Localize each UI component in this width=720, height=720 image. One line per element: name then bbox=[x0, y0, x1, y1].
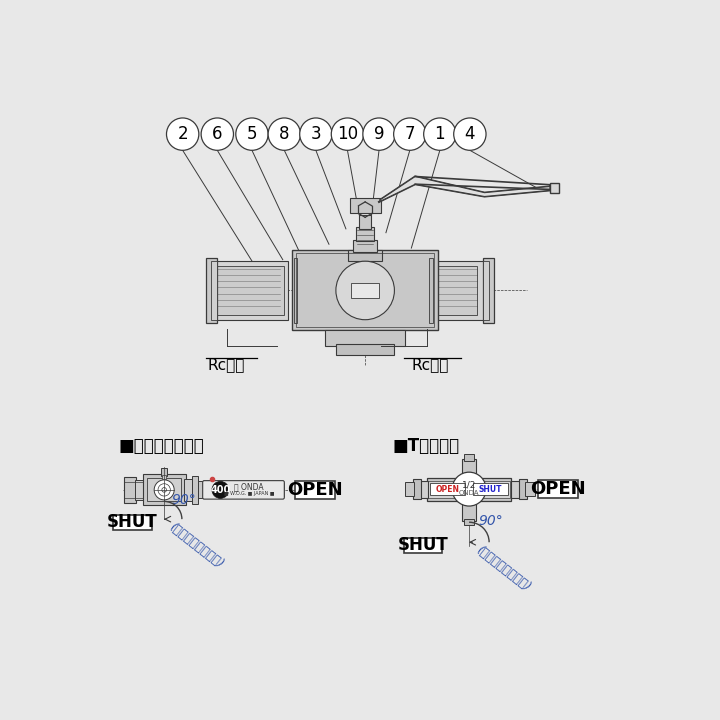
Text: Rcねじ: Rcねじ bbox=[208, 356, 246, 372]
Text: ONDA: ONDA bbox=[459, 490, 480, 496]
Text: SHUT: SHUT bbox=[107, 513, 158, 531]
Text: 7: 7 bbox=[405, 125, 415, 143]
Text: 2: 2 bbox=[177, 125, 188, 143]
Bar bbox=[408, 261, 485, 320]
Bar bbox=[483, 258, 494, 323]
Bar bbox=[211, 261, 217, 320]
Bar bbox=[295, 481, 335, 499]
Text: (ハンドル開閉角度): (ハンドル開閉角度) bbox=[167, 521, 226, 571]
Bar bbox=[350, 198, 381, 213]
Bar bbox=[215, 266, 284, 315]
Circle shape bbox=[154, 480, 174, 500]
Bar bbox=[473, 483, 508, 495]
Circle shape bbox=[300, 118, 332, 150]
Bar bbox=[161, 468, 167, 476]
Bar bbox=[408, 266, 477, 315]
Bar bbox=[148, 478, 181, 501]
Bar bbox=[429, 258, 433, 323]
Circle shape bbox=[363, 118, 395, 150]
Bar bbox=[511, 481, 521, 498]
Bar bbox=[184, 479, 192, 500]
Bar bbox=[405, 482, 415, 496]
Text: 8: 8 bbox=[279, 125, 289, 143]
Circle shape bbox=[166, 118, 199, 150]
Bar bbox=[430, 483, 465, 495]
Bar bbox=[356, 228, 374, 241]
Text: 1/2: 1/2 bbox=[462, 481, 477, 490]
Bar bbox=[206, 258, 217, 323]
Text: Ⓢ ONDA: Ⓢ ONDA bbox=[234, 482, 264, 491]
Bar bbox=[404, 538, 442, 553]
Bar bbox=[296, 253, 434, 328]
Bar bbox=[519, 479, 527, 499]
Text: 400: 400 bbox=[210, 485, 230, 495]
Circle shape bbox=[331, 118, 364, 150]
Text: 1: 1 bbox=[435, 125, 445, 143]
Bar bbox=[348, 251, 382, 261]
Bar bbox=[135, 480, 143, 500]
Text: SHUT: SHUT bbox=[479, 485, 503, 494]
Bar bbox=[428, 481, 510, 498]
Text: SHUT: SHUT bbox=[397, 536, 449, 554]
Circle shape bbox=[235, 118, 268, 150]
Bar bbox=[462, 459, 476, 479]
Bar bbox=[550, 184, 559, 193]
Bar bbox=[419, 481, 428, 498]
Polygon shape bbox=[379, 176, 550, 202]
Text: Rcねじ: Rcねじ bbox=[412, 356, 449, 372]
Bar bbox=[192, 476, 198, 504]
Text: OPEN: OPEN bbox=[287, 481, 343, 499]
Circle shape bbox=[423, 118, 456, 150]
Bar bbox=[464, 454, 474, 461]
FancyBboxPatch shape bbox=[203, 481, 284, 499]
Text: 90°: 90° bbox=[172, 492, 197, 507]
Circle shape bbox=[452, 472, 486, 506]
Polygon shape bbox=[204, 482, 284, 498]
Text: 90°: 90° bbox=[478, 514, 503, 528]
Bar bbox=[336, 344, 395, 355]
Bar bbox=[464, 519, 474, 526]
Text: (ハンドル開閉角度): (ハンドル開閉角度) bbox=[474, 544, 533, 594]
Bar bbox=[351, 283, 379, 298]
Text: 6: 6 bbox=[212, 125, 222, 143]
Bar bbox=[353, 240, 377, 252]
Text: ■ W.O.G. ■ JAPAN ■: ■ W.O.G. ■ JAPAN ■ bbox=[224, 491, 274, 496]
Text: ■Tハンドル: ■Tハンドル bbox=[392, 437, 459, 455]
Circle shape bbox=[212, 482, 229, 498]
Bar bbox=[143, 474, 186, 505]
Bar bbox=[113, 515, 152, 530]
Bar bbox=[294, 258, 297, 323]
Text: 9: 9 bbox=[374, 125, 384, 143]
Circle shape bbox=[454, 118, 486, 150]
Bar bbox=[427, 477, 511, 500]
Bar bbox=[359, 215, 372, 229]
Text: 5: 5 bbox=[247, 125, 257, 143]
Circle shape bbox=[336, 261, 395, 320]
Text: OPEN: OPEN bbox=[436, 485, 459, 494]
Circle shape bbox=[394, 118, 426, 150]
Bar bbox=[292, 251, 438, 330]
Circle shape bbox=[201, 118, 233, 150]
Text: 3: 3 bbox=[310, 125, 321, 143]
Text: OPEN: OPEN bbox=[531, 480, 586, 498]
Bar bbox=[462, 500, 476, 521]
Bar bbox=[483, 261, 489, 320]
Text: ■レバーハンドル: ■レバーハンドル bbox=[119, 437, 204, 455]
Bar bbox=[539, 480, 578, 498]
Bar bbox=[198, 482, 204, 498]
Text: 4: 4 bbox=[464, 125, 475, 143]
Bar bbox=[413, 479, 420, 499]
Bar bbox=[162, 475, 166, 479]
Bar bbox=[526, 482, 534, 496]
Bar bbox=[211, 261, 288, 320]
Bar bbox=[124, 477, 137, 503]
Circle shape bbox=[268, 118, 300, 150]
Text: 10: 10 bbox=[337, 125, 358, 143]
Bar bbox=[325, 330, 405, 346]
